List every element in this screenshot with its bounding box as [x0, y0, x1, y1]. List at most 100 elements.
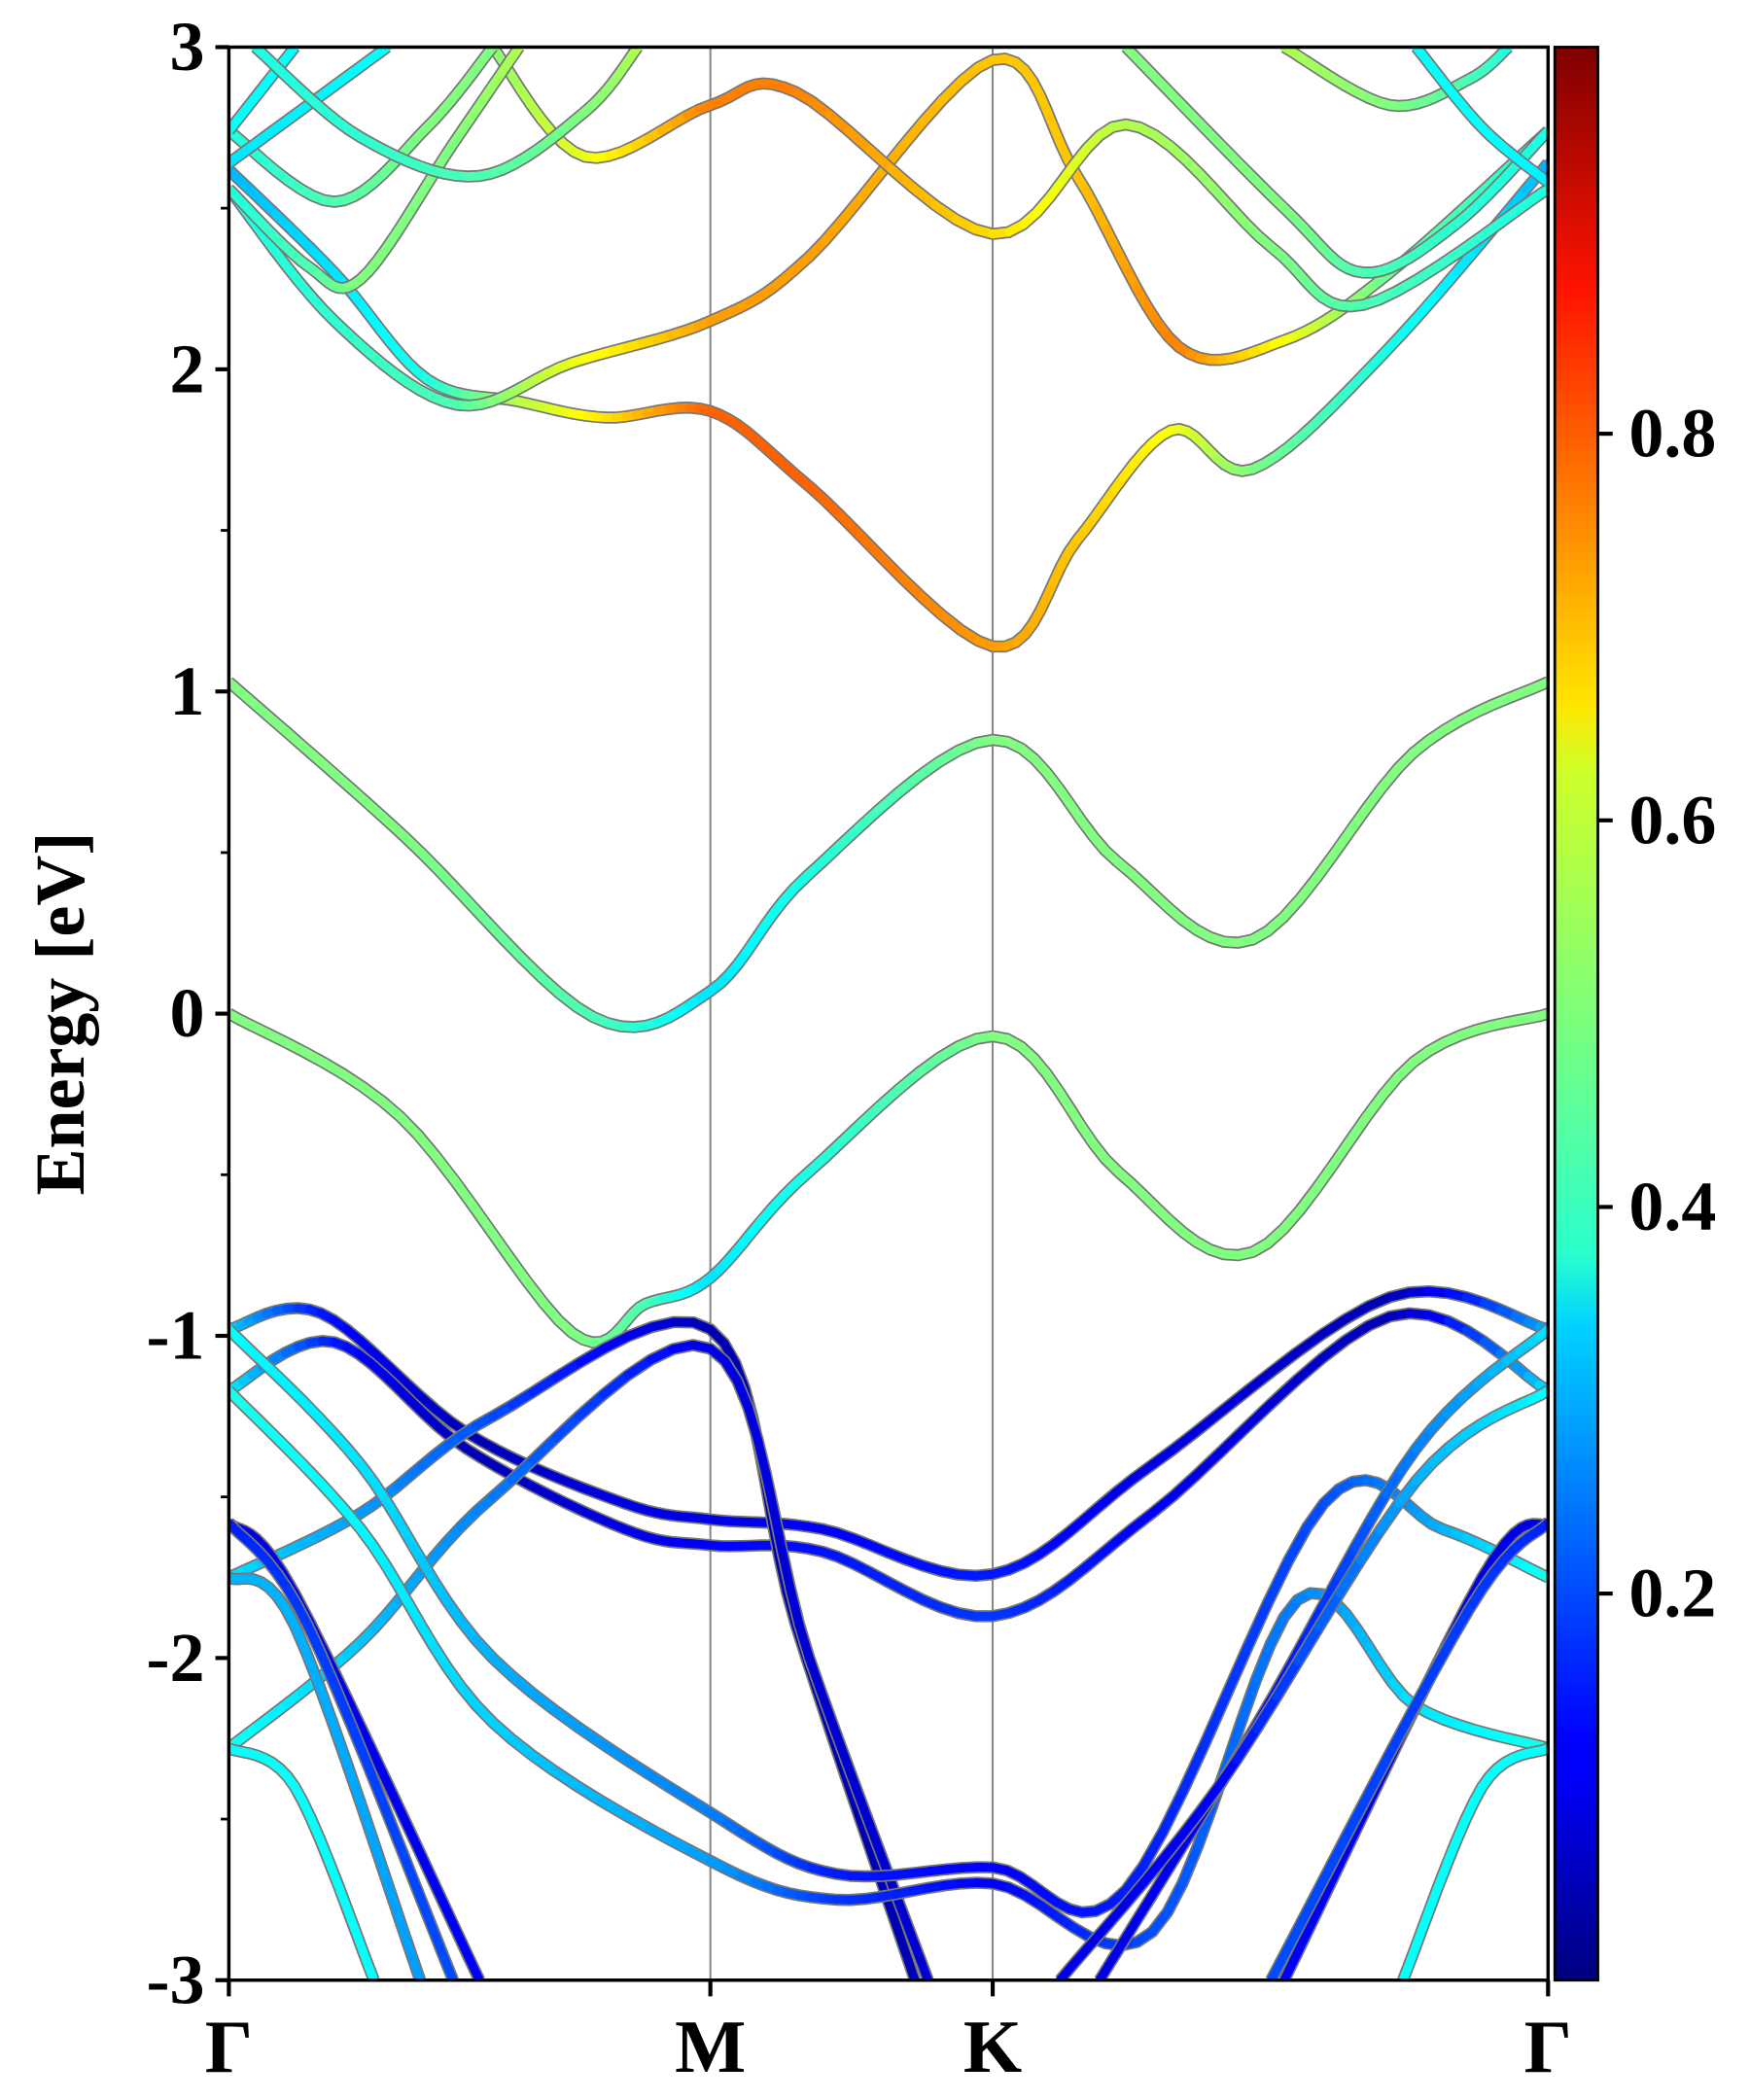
band-outline — [228, 1007, 1549, 1348]
band-segment — [918, 95, 947, 127]
y-tick-label: 0 — [169, 974, 204, 1052]
band-segment — [1301, 1602, 1327, 1641]
band — [1279, 47, 1514, 113]
band-segment — [469, 1202, 497, 1238]
band-segment — [1317, 1314, 1351, 1340]
band-segment — [829, 1722, 852, 1768]
band-segment — [599, 1371, 633, 1399]
band-segment — [1242, 1597, 1273, 1653]
band-segment — [857, 167, 887, 202]
band-segment — [438, 869, 467, 900]
x-tick-label: Γ — [1524, 2005, 1572, 2088]
band-segment — [346, 1720, 373, 1771]
band-segment — [1314, 1840, 1347, 1892]
band-segment — [1429, 1632, 1458, 1676]
band-segment — [1456, 230, 1488, 256]
band-segment — [1334, 1543, 1359, 1582]
band — [228, 1518, 459, 1980]
band-segment — [1121, 1861, 1148, 1895]
band-segment — [365, 1739, 396, 1796]
band-segment — [313, 1678, 336, 1726]
band-segment — [574, 1782, 607, 1806]
band-segment — [1435, 246, 1466, 270]
band — [251, 47, 643, 183]
band-segment — [506, 1253, 533, 1287]
band-segment — [487, 1228, 515, 1263]
band-segment — [854, 805, 884, 832]
plot-frame — [227, 45, 1551, 1982]
band-segment — [463, 1951, 484, 1980]
band-segment — [371, 1844, 395, 1895]
band-segment — [1266, 1348, 1302, 1377]
band-segment — [386, 1786, 418, 1843]
band-segment — [1232, 1725, 1261, 1765]
band-segment — [1335, 1556, 1365, 1598]
band-segment — [528, 1373, 561, 1397]
band-segment — [893, 1926, 913, 1964]
band-segment — [527, 1750, 559, 1776]
band-segment — [1266, 1376, 1302, 1409]
band — [228, 47, 392, 168]
y-tick-label: -1 — [146, 1297, 204, 1375]
band-segment — [1376, 1498, 1404, 1535]
band-segment — [1342, 1320, 1374, 1345]
band-segment — [1116, 1917, 1140, 1950]
y-tick-label: 1 — [169, 652, 204, 730]
band-segment — [316, 1648, 340, 1691]
band-segment — [549, 1767, 583, 1792]
y-tick-label: -3 — [146, 1941, 204, 2018]
band-segment — [408, 1834, 438, 1887]
band — [228, 1007, 1549, 1348]
band-segment — [1279, 1950, 1302, 1980]
band — [1265, 1518, 1549, 1980]
band-segment — [820, 216, 847, 246]
band-segment — [477, 912, 508, 943]
band-segment — [342, 1758, 367, 1811]
y-tick-label: 3 — [169, 8, 204, 86]
band-segment — [523, 1278, 548, 1309]
band-segment — [457, 891, 487, 922]
band-segment — [1349, 1515, 1376, 1553]
colorbar-tick-label: 0.8 — [1628, 395, 1716, 472]
band-outline — [228, 158, 1549, 653]
band-segment — [527, 1688, 559, 1715]
band-segment — [597, 1738, 631, 1765]
band-segment — [1158, 1786, 1188, 1838]
band-segment — [1176, 100, 1205, 128]
colorbar — [1553, 46, 1599, 1982]
band — [228, 1307, 1549, 1623]
band-segment — [300, 1646, 323, 1688]
band-segment — [1295, 873, 1321, 904]
band-segment — [1382, 1465, 1406, 1498]
band-segment — [528, 1433, 560, 1465]
band — [228, 1571, 427, 1980]
band-segment — [1139, 1854, 1168, 1886]
band-segment — [1195, 119, 1224, 148]
band-segment — [429, 1877, 457, 1927]
band — [228, 1742, 380, 1980]
band-segment — [1213, 1755, 1242, 1792]
band-segment — [413, 1130, 441, 1162]
band-segment — [1407, 1666, 1439, 1717]
band — [228, 1339, 934, 1980]
band-segment — [1176, 1806, 1205, 1840]
band-segment — [1164, 1835, 1192, 1873]
y-axis-label: Energy [eV] — [21, 832, 99, 1196]
band-segment — [1214, 138, 1242, 167]
band-segment — [856, 1102, 884, 1130]
band-segment — [413, 1887, 438, 1933]
band — [228, 158, 1549, 653]
band-segment — [432, 1152, 460, 1186]
band — [228, 52, 1549, 412]
band-segment — [1266, 1612, 1289, 1649]
band-segment — [1292, 1330, 1327, 1357]
x-tick-label: K — [963, 2005, 1022, 2088]
band-segment — [357, 1802, 381, 1854]
x-tick-label: Γ — [205, 2005, 253, 2088]
band-segment — [450, 1176, 478, 1211]
band-segment — [874, 788, 903, 815]
band-segment — [1195, 1782, 1223, 1816]
band-segment — [1169, 1427, 1201, 1454]
